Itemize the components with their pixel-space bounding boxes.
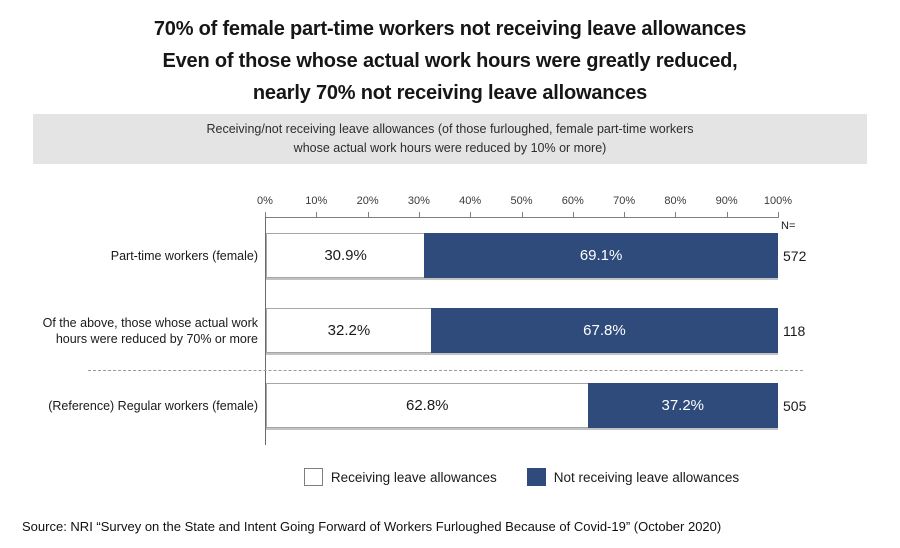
x-axis-tick-mark (572, 212, 574, 217)
bar-segment-not-receiving: 67.8% (430, 308, 778, 353)
stacked-bar: 32.2% 67.8% (266, 308, 778, 353)
chart-subtitle-line1: Receiving/not receiving leave allowances… (206, 122, 694, 136)
x-axis-tick-label: 0% (257, 195, 273, 207)
bar-segment-not-receiving: 69.1% (424, 233, 778, 278)
legend: Receiving leave allowances Not receiving… (265, 467, 778, 487)
x-axis-tick-mark (316, 212, 318, 217)
bar-value-label: 37.2% (661, 397, 705, 414)
legend-swatch-not-receiving (526, 468, 546, 486)
x-axis-tick-label: 60% (561, 195, 584, 207)
bar-row: 32.2% 67.8% (266, 308, 778, 353)
bar-value-label: 69.1% (579, 247, 623, 264)
stacked-bar: 62.8% 37.2% (266, 383, 778, 428)
bar-row: 30.9% 69.1% (266, 233, 778, 278)
bar-segment-receiving: 62.8% (266, 383, 588, 428)
x-axis-tick-labels: 0% 10% 20% 30% 40% 50% 60% 70% 80% 90% 100% (257, 195, 792, 209)
legend-item-receiving: Receiving leave allowances (303, 468, 497, 486)
x-axis-tick-label: 80% (664, 195, 687, 207)
x-axis-tick-label: 90% (715, 195, 738, 207)
x-axis-tick-marks (265, 212, 779, 217)
x-axis-tick-label: 70% (613, 195, 636, 207)
n-column-header: N= (781, 220, 796, 232)
legend-item-not-receiving: Not receiving leave allowances (526, 468, 740, 486)
reference-separator-line (88, 370, 803, 371)
legend-label: Not receiving leave allowances (553, 469, 740, 485)
bar-value-label: 32.2% (327, 322, 371, 339)
n-value: 505 (783, 397, 807, 414)
category-label: Part-time workers (female) (110, 248, 258, 263)
x-axis-tick-label: 100% (763, 195, 793, 207)
chart-subtitle-line2: whose actual work hours were reduced by … (293, 141, 607, 155)
bar-segment-receiving: 32.2% (266, 308, 431, 353)
chart-title: 70% of female part-time workers not rece… (0, 13, 900, 109)
x-axis-tick-mark (265, 212, 266, 217)
x-axis-line (265, 217, 779, 218)
x-axis-tick-mark (418, 212, 420, 217)
bar-value-label: 62.8% (405, 397, 449, 414)
x-axis-tick-mark (675, 212, 677, 217)
x-axis-tick-label: 10% (305, 195, 328, 207)
legend-label: Receiving leave allowances (330, 469, 497, 485)
bar-segment-not-receiving: 37.2% (587, 383, 778, 428)
n-value: 572 (783, 247, 807, 264)
bar-row: 62.8% 37.2% (266, 383, 778, 428)
x-axis-tick-label: 20% (356, 195, 379, 207)
bar-value-label: 67.8% (583, 322, 626, 339)
chart-title-line1: 70% of female part-time workers not rece… (153, 18, 747, 40)
stacked-bar: 30.9% 69.1% (266, 233, 778, 278)
category-label: Of the above, those whose actual work ho… (42, 315, 258, 346)
x-axis-tick-mark (624, 212, 626, 217)
x-axis-tick-mark (470, 212, 472, 217)
chart-subtitle-band: Receiving/not receiving leave allowances… (33, 114, 867, 164)
x-axis-tick-label: 50% (510, 195, 533, 207)
chart-title-line2: Even of those whose actual work hours we… (162, 50, 738, 72)
chart-title-line3: nearly 70% not receiving leave allowance… (252, 82, 648, 104)
x-axis-tick-mark (521, 212, 523, 217)
y-axis-baseline (265, 217, 266, 445)
x-axis-tick-label: 40% (459, 195, 482, 207)
x-axis-tick-mark (726, 212, 728, 217)
n-value: 118 (783, 322, 806, 339)
x-axis-tick-label: 30% (407, 195, 430, 207)
x-axis-tick-mark (367, 212, 369, 217)
category-label: (Reference) Regular workers (female) (48, 398, 258, 413)
bar-segment-receiving: 30.9% (266, 233, 425, 278)
bar-value-label: 30.9% (324, 247, 367, 264)
legend-swatch-receiving (303, 468, 323, 486)
source-note: Source: NRI “Survey on the State and Int… (22, 519, 722, 534)
x-axis-tick-mark (778, 212, 779, 217)
